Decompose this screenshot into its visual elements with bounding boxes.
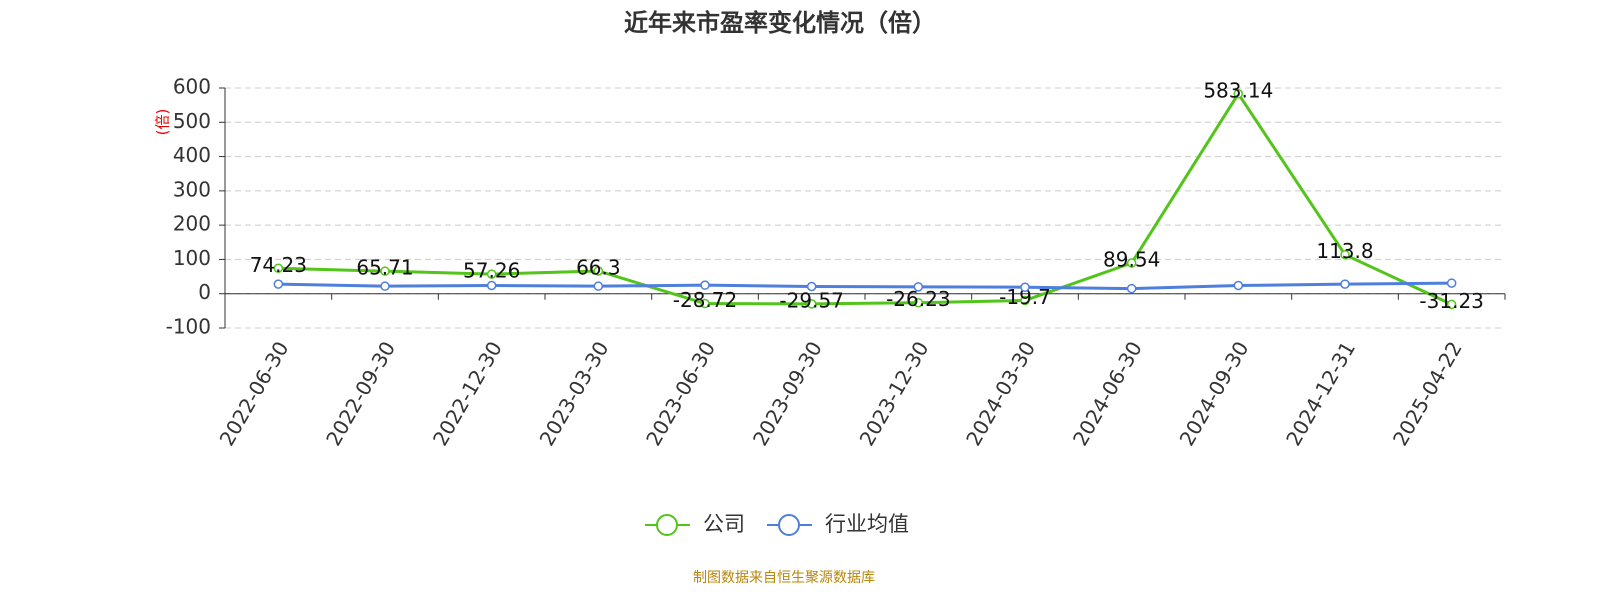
data-label: -31.23 — [1419, 289, 1483, 313]
data-point — [593, 266, 604, 276]
data-point — [1446, 278, 1457, 288]
x-tick-label: 2022-12-30 — [428, 337, 507, 450]
y-tick-label: -100 — [166, 315, 211, 339]
x-tick-label: 2022-06-30 — [215, 337, 294, 450]
data-point — [700, 280, 710, 290]
y-tick-label: 500 — [173, 109, 211, 133]
data-point — [486, 269, 497, 279]
x-tick-label: 2023-09-30 — [748, 337, 827, 450]
data-point — [1020, 282, 1030, 292]
data-label: 113.8 — [1316, 239, 1373, 263]
data-point — [1233, 280, 1244, 291]
x-tick-label: 2023-06-30 — [641, 337, 720, 450]
x-tick-label: 2025-04-22 — [1388, 337, 1467, 450]
y-tick-label: 600 — [173, 75, 211, 99]
y-tick-label: 400 — [173, 143, 211, 167]
data-point — [1446, 299, 1457, 310]
x-tick-label: 2024-06-30 — [1068, 337, 1147, 450]
data-point — [913, 282, 924, 292]
data-point — [1340, 279, 1350, 289]
legend-label: 公司 — [703, 512, 745, 536]
data-point — [486, 280, 497, 291]
data-label: 89.54 — [1103, 248, 1160, 272]
series-line — [278, 281, 1452, 291]
data-point — [1126, 283, 1137, 294]
data-point — [593, 281, 604, 291]
data-point — [913, 297, 924, 308]
y-tick-label: 300 — [173, 177, 211, 201]
data-point — [806, 299, 817, 309]
x-tick-label: 2022-09-30 — [321, 337, 400, 450]
data-point — [700, 298, 710, 309]
y-tick-label: 200 — [173, 212, 211, 236]
x-tick-label: 2023-12-30 — [855, 337, 934, 450]
data-label: 74.23 — [250, 253, 307, 277]
data-point — [273, 263, 284, 274]
data-label: 57.26 — [463, 259, 520, 283]
data-label: 583.14 — [1203, 78, 1273, 102]
source-note: 制图数据来自恒生聚源数据库 — [693, 570, 875, 586]
legend-label: 行业均值 — [825, 512, 909, 536]
data-point — [1340, 249, 1350, 260]
x-tick-label: 2024-12-31 — [1281, 337, 1360, 450]
y-tick-label: 0 — [198, 280, 211, 304]
data-point — [380, 266, 390, 276]
data-label: 66.3 — [576, 255, 621, 279]
data-point — [380, 281, 390, 291]
series-line — [278, 91, 1453, 306]
chart-title: 近年来市盈率变化情况（倍） — [624, 9, 936, 37]
data-point — [1233, 89, 1244, 99]
data-label: -29.57 — [779, 288, 843, 312]
x-tick-label: 2024-09-30 — [1175, 337, 1254, 450]
data-point — [806, 281, 817, 292]
x-tick-label: 2023-03-30 — [535, 337, 614, 450]
data-label: -28.72 — [673, 288, 737, 312]
data-point — [273, 279, 284, 289]
data-point — [1126, 258, 1137, 268]
legend-marker — [778, 514, 800, 536]
data-label: 65.71 — [356, 256, 413, 280]
x-tick-label: 2024-03-30 — [961, 337, 1040, 450]
y-axis-label: (倍) — [154, 109, 172, 136]
legend-marker — [656, 514, 678, 536]
y-tick-label: 100 — [173, 246, 211, 270]
data-point — [1020, 295, 1030, 306]
